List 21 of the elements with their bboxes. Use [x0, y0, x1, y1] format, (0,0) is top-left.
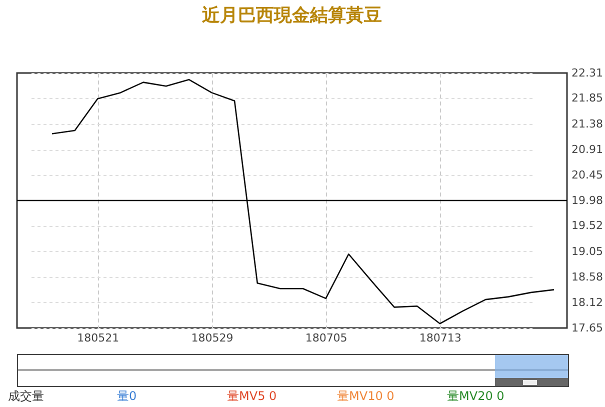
- text: 量MV20 0: [447, 388, 504, 405]
- chart-title: 近月巴西現金結算黃豆: [201, 5, 382, 26]
- y-tick-label: 18.12: [572, 296, 603, 309]
- y-tick-label: 18.58: [572, 270, 603, 284]
- text: 量0: [117, 388, 137, 405]
- text: 量MV10 0: [337, 388, 394, 405]
- y-tick-label: 21.38: [572, 117, 603, 130]
- y-tick-label: 20.45: [572, 168, 603, 182]
- x-tick-label: 180521: [77, 332, 120, 344]
- y-tick-label: 19.98: [572, 194, 603, 207]
- y-tick-label: 19.52: [572, 219, 603, 232]
- x-tick-label: 180705: [305, 332, 348, 344]
- text: 量MV5 0: [227, 388, 277, 405]
- x-tick-label: 180713: [419, 332, 462, 344]
- y-tick-label: 17.65: [572, 322, 603, 334]
- y-tick-label: 22.31: [572, 66, 603, 80]
- text: 成交量: [8, 388, 44, 405]
- y-tick-label: 19.05: [572, 244, 603, 258]
- y-tick-label: 21.85: [572, 92, 603, 105]
- x-tick-label: 180529: [191, 332, 234, 344]
- y-tick-label: 20.91: [572, 143, 603, 156]
